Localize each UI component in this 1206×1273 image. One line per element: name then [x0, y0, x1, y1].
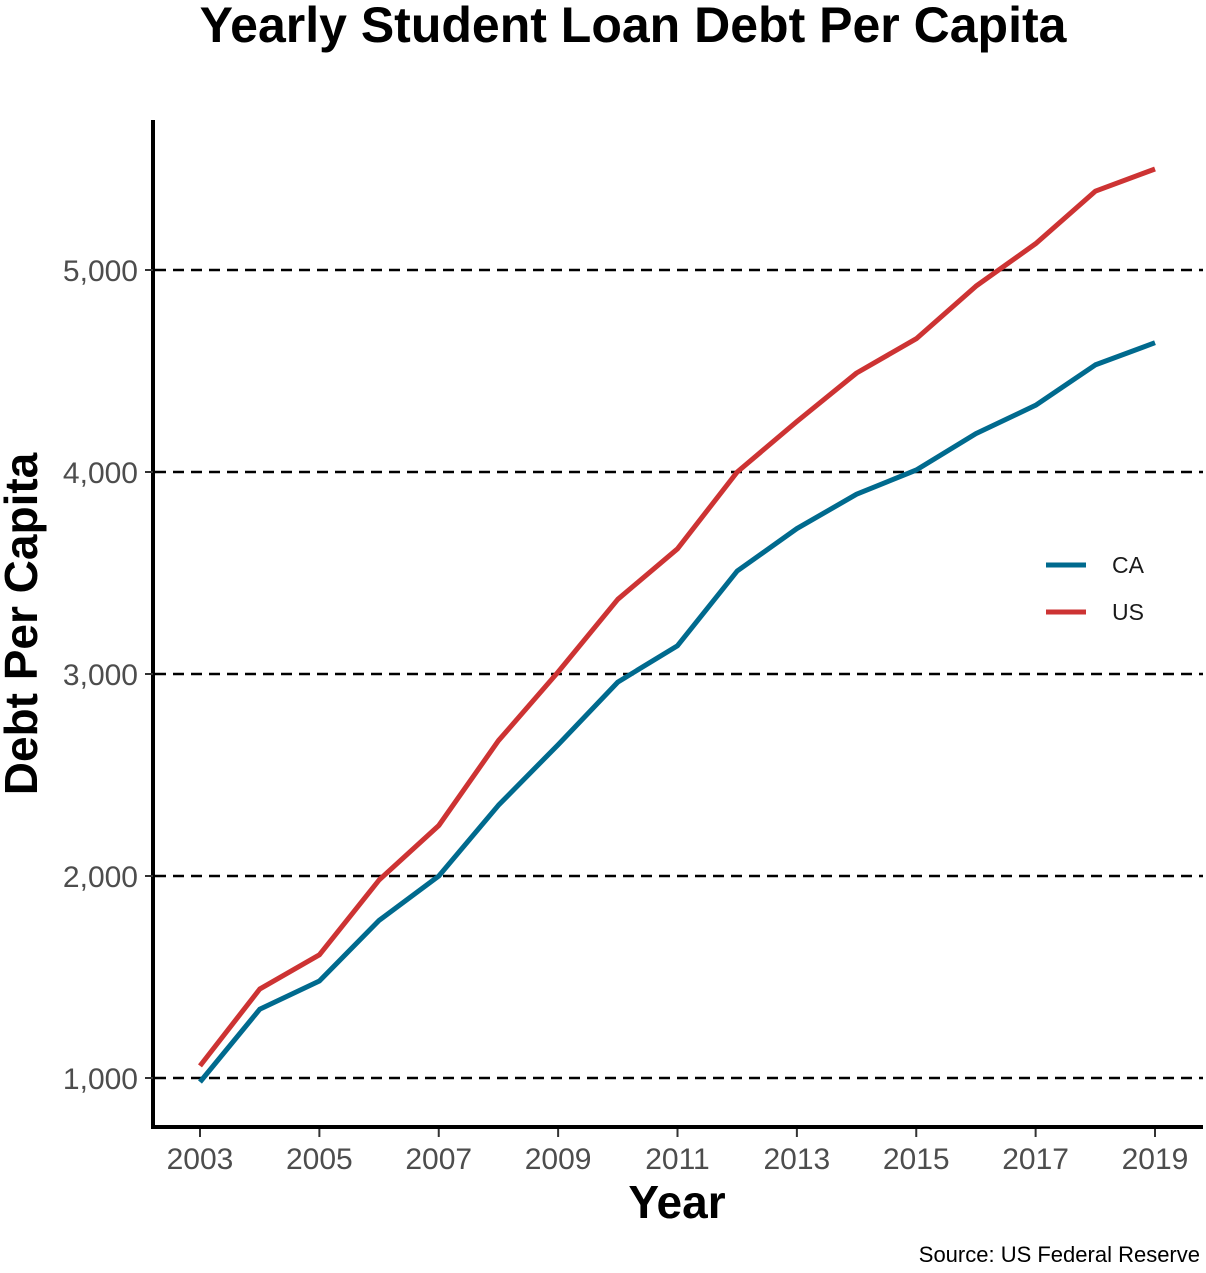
legend: CA US — [1046, 552, 1145, 625]
x-tick-label: 2011 — [645, 1143, 710, 1176]
x-tick-label: 2017 — [1002, 1143, 1069, 1176]
series-lines — [198, 166, 1156, 1084]
x-tick-label: 2013 — [764, 1143, 831, 1176]
y-tick-label: 1,000 — [63, 1063, 138, 1096]
legend-label-ca: CA — [1112, 552, 1145, 578]
chart-title: Yearly Student Loan Debt Per Capita — [200, 0, 1068, 53]
x-tick-label: 2009 — [525, 1143, 592, 1176]
series-line-ca — [198, 340, 1156, 1084]
y-axis-title: Debt Per Capita — [0, 452, 47, 795]
y-tick-label: 5,000 — [63, 255, 138, 288]
series-line-us — [198, 166, 1156, 1068]
x-axis-ticks: 2003 2005 2007 2009 2011 2013 2015 2017 2019 — [167, 1129, 1189, 1176]
y-tick-label: 3,000 — [63, 659, 138, 692]
y-axis-ticks: 1,000 2,000 3,000 4,000 5,000 — [63, 255, 153, 1096]
x-axis-title: Year — [628, 1176, 725, 1228]
y-tick-label: 4,000 — [63, 457, 138, 490]
chart-caption: Source: US Federal Reserve — [919, 1242, 1200, 1267]
x-tick-label: 2015 — [883, 1143, 950, 1176]
x-tick-label: 2007 — [405, 1143, 472, 1176]
x-tick-label: 2003 — [167, 1143, 234, 1176]
legend-label-us: US — [1112, 599, 1144, 625]
x-tick-label: 2019 — [1122, 1143, 1189, 1176]
x-tick-label: 2005 — [286, 1143, 353, 1176]
y-tick-label: 2,000 — [63, 861, 138, 894]
grid-lines — [155, 268, 1203, 1080]
